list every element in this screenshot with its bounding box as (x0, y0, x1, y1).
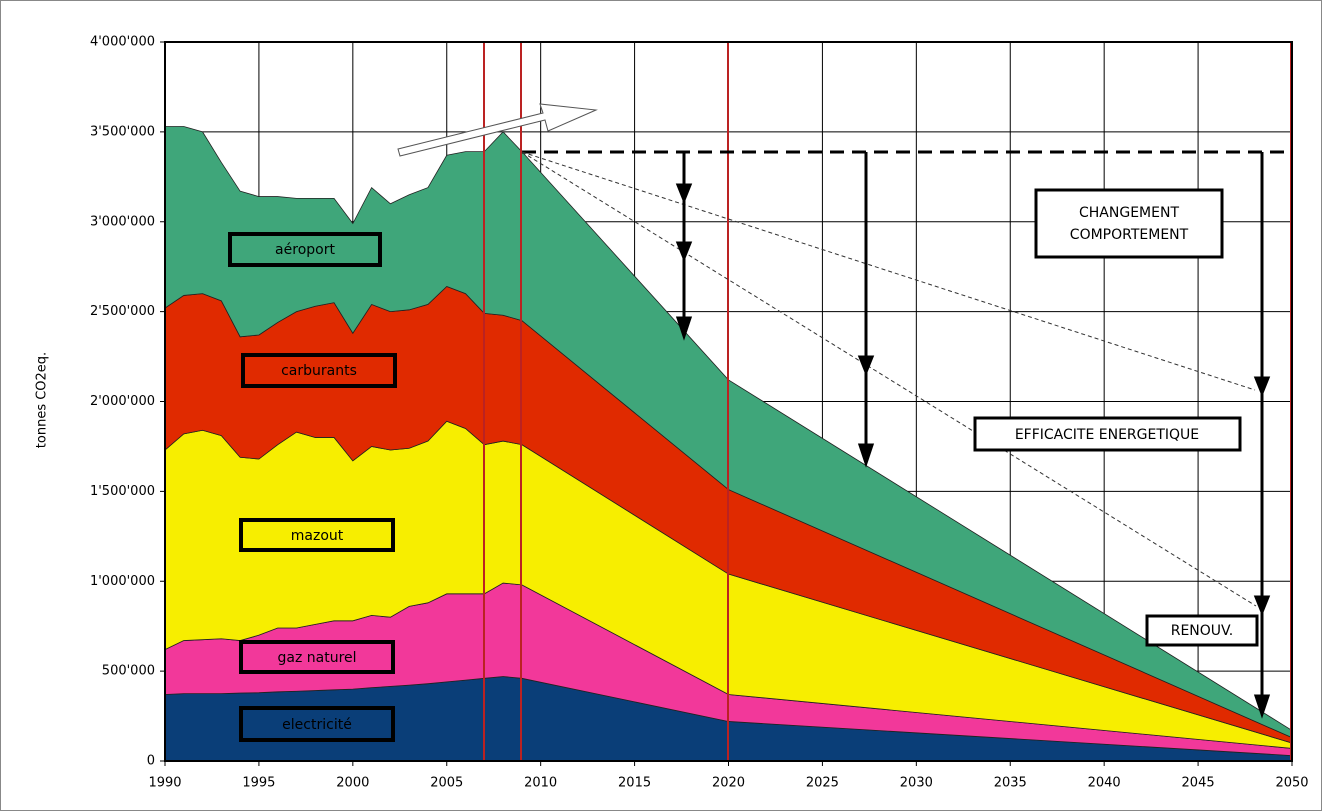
series-label: gaz naturel (277, 650, 356, 666)
y-tick-label: 2'000'000 (90, 394, 155, 409)
series-label: aéroport (275, 242, 335, 258)
annotation: EFFICACITE ENERGETIQUE (1015, 427, 1199, 443)
x-tick-label: 2005 (430, 776, 463, 791)
label-box (228, 232, 382, 267)
series-label: mazout (291, 528, 344, 544)
x-tick-label: 1990 (148, 776, 181, 791)
arrow-head (857, 443, 875, 468)
y-axis-title: tonnes CO2eq. (35, 352, 50, 448)
arrow-head (675, 316, 693, 341)
y-tick-label: 3'500'000 (90, 124, 155, 139)
x-tick-label: 2040 (1088, 776, 1121, 791)
label-box (239, 640, 395, 674)
arrow-head (675, 183, 693, 205)
x-tick-label: 1995 (242, 776, 275, 791)
x-tick-label: 2010 (524, 776, 557, 791)
label-box (239, 518, 395, 552)
series-label: electricité (282, 717, 352, 733)
annotation-box (1034, 188, 1224, 259)
annotation: CHANGEMENT (1079, 205, 1179, 221)
y-tick-label: 1'500'000 (90, 484, 155, 499)
ticks: 0 500'000 1'000'000 1'500'000 2'000'000 2'500… (90, 35, 1309, 791)
arrow-head (1253, 376, 1271, 398)
x-tick-label: 2045 (1182, 776, 1215, 791)
x-tick-label: 2035 (994, 776, 1027, 791)
annotation: RENOUV. (1171, 623, 1234, 639)
x-tick-label: 2015 (618, 776, 651, 791)
annotation-box (1145, 614, 1259, 647)
x-tick-label: 2030 (900, 776, 933, 791)
series-labels: aéroport carburants mazout gaz naturel e… (228, 232, 397, 742)
y-tick-label: 0 (147, 754, 155, 769)
y-tick-label: 500'000 (102, 664, 155, 679)
y-tick-label: 2'500'000 (90, 304, 155, 319)
annotations: CHANGEMENT COMPORTEMENT EFFICACITE ENERG… (973, 188, 1259, 647)
series-label: carburants (281, 363, 357, 379)
arrow-head (1253, 694, 1271, 719)
x-tick-label: 2020 (712, 776, 745, 791)
arrow-head (1253, 595, 1271, 617)
annotation: COMPORTEMENT (1070, 227, 1189, 243)
x-tick-label: 2000 (336, 776, 369, 791)
arrow-head (857, 355, 875, 377)
x-tick-label: 2050 (1275, 776, 1308, 791)
x-tick-label: 2025 (806, 776, 839, 791)
annotation-box (973, 416, 1242, 452)
hollow-arrow (397, 103, 598, 157)
y-tick-label: 1'000'000 (90, 574, 155, 589)
y-tick-label: 4'000'000 (90, 35, 155, 50)
label-box (239, 706, 395, 742)
y-tick-label: 3'000'000 (90, 214, 155, 229)
trend-line (521, 151, 1256, 391)
trend-line (521, 151, 1257, 607)
label-box (241, 353, 397, 388)
arrow-head (675, 241, 693, 263)
reduction-arrows (675, 152, 1271, 719)
